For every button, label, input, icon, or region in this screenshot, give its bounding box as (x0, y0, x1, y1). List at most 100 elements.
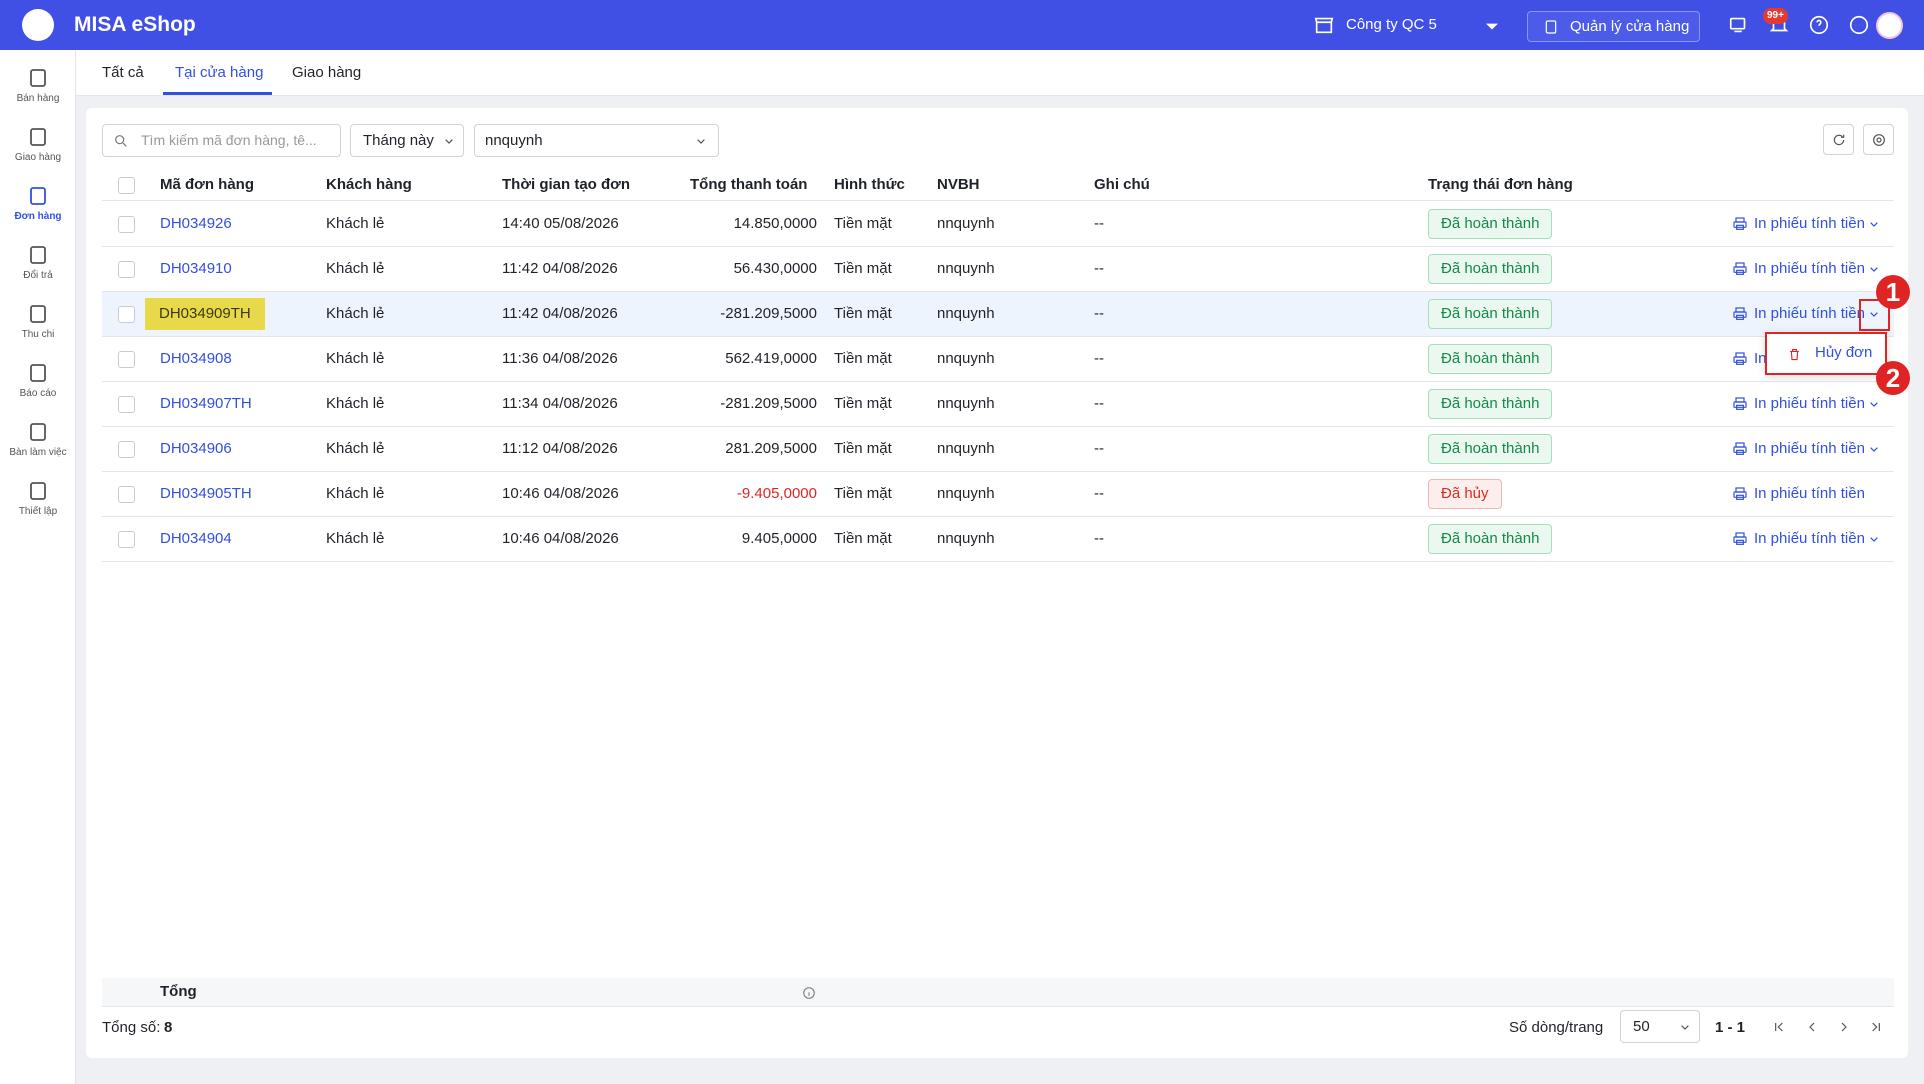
print-action[interactable]: In phiếu tính tiền (1732, 214, 1865, 234)
print-action[interactable]: In phiếu tính tiền (1732, 484, 1865, 504)
icon-svg (1870, 402, 1878, 407)
print-action[interactable]: In phiếu tính tiền (1732, 304, 1865, 324)
pager-button[interactable] (1836, 1019, 1852, 1035)
sidebar-label[interactable]: Bàn làm việc (9, 447, 67, 458)
table-row[interactable] (102, 292, 1894, 337)
annotation-marker: 1 (1876, 275, 1910, 309)
order-code[interactable]: DH034906 (160, 440, 232, 457)
order-code[interactable]: DH034926 (160, 215, 232, 232)
icon-svg (1733, 397, 1747, 410)
toolbar-button[interactable] (1823, 124, 1854, 155)
header-icon[interactable] (1728, 14, 1750, 36)
print-icon (1732, 306, 1748, 322)
sidebar-icon[interactable] (26, 66, 50, 90)
store-chevron (1482, 16, 1502, 36)
sidebar-icon[interactable] (26, 479, 50, 503)
action-chevron[interactable] (1866, 216, 1882, 232)
order-code[interactable]: DH034907TH (160, 395, 252, 412)
checkbox[interactable] (118, 177, 135, 194)
sidebar-label[interactable]: Báo cáo (19, 388, 57, 399)
sidebar-label[interactable]: Đơn hàng (14, 211, 62, 222)
rows-per-page-select[interactable]: 50 (1620, 1010, 1700, 1043)
pager-button[interactable] (1804, 1019, 1820, 1035)
customer: Khách lẻ (326, 485, 385, 502)
checkbox[interactable] (118, 396, 135, 413)
order-total: 562.419,0000 (725, 350, 817, 367)
print-action[interactable]: In phiếu tính tiền (1732, 259, 1865, 279)
sidebar-icon[interactable] (26, 361, 50, 385)
sidebar-icon[interactable] (26, 125, 50, 149)
table-row[interactable] (102, 247, 1894, 292)
payment-method: Tiền mặt (834, 215, 892, 232)
sidebar-icon[interactable] (26, 243, 50, 267)
print-action[interactable]: In phiếu tính tiền (1732, 439, 1865, 459)
toolbar-button[interactable] (1863, 124, 1894, 155)
order-code[interactable]: DH034905TH (160, 485, 252, 502)
staff: nnquynh (937, 530, 995, 547)
order-code[interactable]: DH034910 (160, 260, 232, 277)
checkbox[interactable] (118, 486, 135, 503)
sidebar-label[interactable]: Thu chi (21, 329, 55, 340)
print-icon (1732, 486, 1748, 502)
action-chevron[interactable] (1866, 261, 1882, 277)
table-row[interactable] (102, 472, 1894, 517)
checkbox[interactable] (118, 306, 135, 323)
cancel-order[interactable]: Hủy đơn (1815, 344, 1873, 361)
checkbox[interactable] (118, 216, 135, 233)
header-icon[interactable] (1808, 14, 1830, 36)
avatar[interactable] (1876, 12, 1903, 39)
icon-svg (1733, 262, 1747, 275)
status-badge: Đã hoàn thành (1428, 434, 1553, 464)
order-total: -281.209,5000 (720, 395, 817, 412)
tab[interactable]: Tất cả (102, 64, 144, 81)
action-chevron[interactable] (1866, 396, 1882, 412)
action-chevron[interactable] (1866, 531, 1882, 547)
action-chevron[interactable] (1866, 441, 1882, 457)
sidebar-label[interactable]: Giao hàng (14, 152, 62, 163)
employee-select[interactable]: nnquynh (474, 124, 719, 157)
order-code[interactable]: DH034909TH (145, 298, 265, 330)
order-code[interactable]: DH034904 (160, 530, 232, 547)
total-row-bg (102, 978, 1894, 1007)
sidebar-icon[interactable] (26, 302, 50, 326)
search-box[interactable]: Tìm kiếm mã đơn hàng, tê... (102, 124, 341, 157)
table-row[interactable] (102, 427, 1894, 472)
store-name[interactable]: Công ty QC 5 (1346, 16, 1437, 33)
payment-method: Tiền mặt (834, 305, 892, 322)
manage-button[interactable]: Quản lý cửa hàng (1527, 11, 1700, 42)
order-total: 56.430,0000 (733, 260, 817, 277)
customer: Khách lẻ (326, 530, 385, 547)
checkbox[interactable] (118, 261, 135, 278)
order-code[interactable]: DH034908 (160, 350, 232, 367)
table-row[interactable] (102, 337, 1894, 382)
period-select[interactable]: Tháng này (350, 124, 464, 157)
action-chevron[interactable] (1866, 306, 1882, 322)
print-action[interactable]: In (1732, 349, 1767, 369)
header-icon[interactable] (1848, 14, 1870, 36)
sidebar-icon[interactable] (26, 184, 50, 208)
print-action[interactable]: In phiếu tính tiền (1732, 529, 1865, 549)
print-icon (1732, 531, 1748, 547)
checkbox[interactable] (118, 441, 135, 458)
rows-per-page-value: 50 (1633, 1018, 1650, 1035)
checkbox[interactable] (118, 351, 135, 368)
icon-svg (1733, 442, 1747, 455)
print-action[interactable]: In phiếu tính tiền (1732, 394, 1865, 414)
pager-button[interactable] (1771, 1019, 1787, 1035)
icon-svg (1809, 15, 1829, 35)
order-total: -281.209,5000 (720, 305, 817, 322)
table-row[interactable] (102, 382, 1894, 427)
checkbox[interactable] (118, 531, 135, 548)
table-row[interactable] (102, 202, 1894, 247)
sidebar-label[interactable]: Thiết lập (18, 506, 58, 517)
order-total: 281.209,5000 (725, 440, 817, 457)
pager-button[interactable] (1868, 1019, 1884, 1035)
sidebar-icon[interactable] (26, 420, 50, 444)
table-row[interactable] (102, 517, 1894, 562)
sidebar-label[interactable]: Bán hàng (16, 93, 60, 104)
sidebar-label[interactable]: Đổi trả (23, 270, 53, 281)
dropdown-menu[interactable]: Hủy đơn (1765, 332, 1887, 375)
tab[interactable]: Tại cửa hàng (175, 64, 264, 81)
tab[interactable]: Giao hàng (292, 64, 362, 81)
